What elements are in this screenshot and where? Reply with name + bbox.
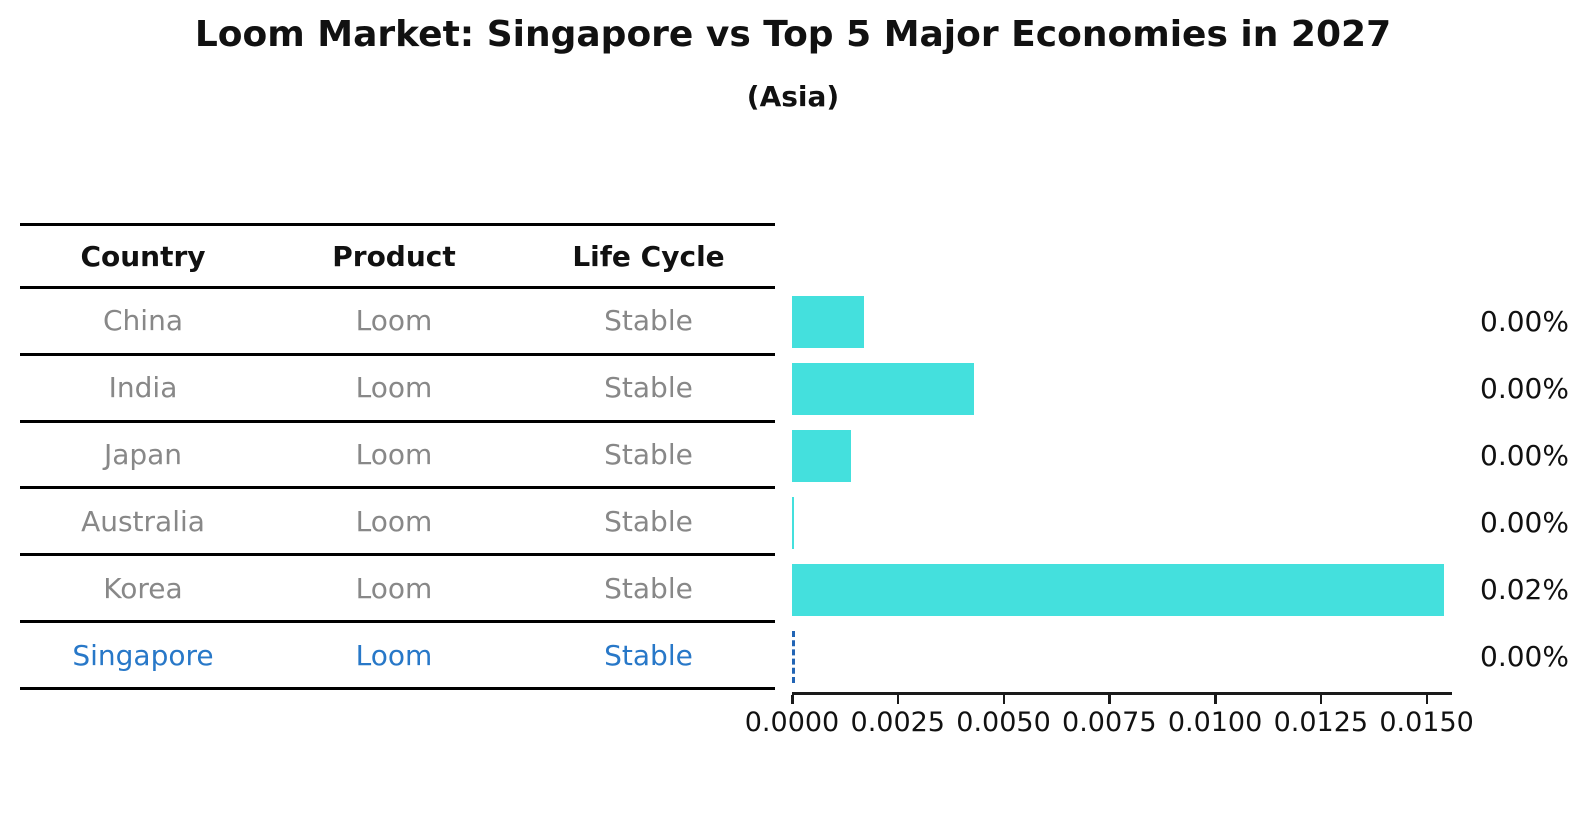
country-cell: Australia — [81, 504, 205, 538]
column-header-life-cycle: Life Cycle — [572, 239, 725, 273]
x-axis-tick — [1214, 695, 1217, 704]
chart-title: Loom Market: Singapore vs Top 5 Major Ec… — [194, 14, 1392, 55]
x-axis-tick-label: 0.0125 — [1273, 707, 1369, 738]
product-cell: Loom — [355, 638, 433, 672]
country-cell: India — [108, 371, 178, 405]
table-row-china: China Loom Stable — [20, 289, 775, 356]
x-axis-tick-label: 0.0100 — [1167, 707, 1263, 738]
table-row-japan: Japan Loom Stable — [20, 423, 775, 490]
life-cycle-cell: Stable — [604, 638, 693, 672]
product-cell: Loom — [355, 571, 433, 605]
product-cell: Loom — [355, 504, 433, 538]
x-axis-tick-label: 0.0025 — [850, 707, 945, 738]
value-label-australia: 0.00% — [1480, 505, 1569, 539]
bar-korea — [792, 563, 1444, 616]
value-label-india: 0.00% — [1480, 372, 1569, 406]
life-cycle-cell: Stable — [604, 571, 693, 605]
country-cell: China — [103, 304, 183, 338]
x-axis-tick-label: 0.0050 — [956, 707, 1051, 738]
x-axis-tick — [1425, 695, 1429, 704]
x-axis-tick — [1319, 695, 1323, 704]
table-row-korea: Korea Loom Stable — [20, 556, 775, 624]
country-cell: Korea — [103, 571, 183, 605]
x-axis-tick-label: 0.0000 — [744, 707, 840, 738]
value-label-korea: 0.02% — [1480, 572, 1569, 606]
life-cycle-cell: Stable — [604, 304, 693, 338]
value-label-china: 0.00% — [1480, 305, 1569, 339]
bar-japan — [792, 430, 852, 483]
x-axis-tick — [1002, 695, 1006, 704]
x-axis-line — [792, 692, 1452, 695]
column-header-product: Product — [332, 239, 456, 273]
value-label-japan: 0.00% — [1480, 439, 1569, 473]
x-axis-tick — [791, 695, 794, 704]
life-cycle-cell: Stable — [604, 371, 693, 405]
x-axis-tick — [896, 695, 900, 704]
table-row-india: India Loom Stable — [20, 356, 775, 423]
bar-australia — [792, 496, 794, 549]
product-cell: Loom — [355, 438, 433, 472]
product-cell: Loom — [355, 304, 433, 338]
x-axis-tick — [1108, 695, 1111, 704]
country-cell: Japan — [103, 438, 183, 472]
bar-singapore-dashed-marker — [792, 630, 795, 683]
x-axis-tick-label: 0.0075 — [1062, 707, 1157, 738]
life-cycle-cell: Stable — [604, 438, 693, 472]
chart-subtitle: (Asia) — [746, 80, 840, 113]
life-cycle-cell: Stable — [604, 504, 693, 538]
table-row-australia: Australia Loom Stable — [20, 489, 775, 557]
x-axis-tick-label: 0.0150 — [1379, 707, 1474, 738]
value-label-singapore: 0.00% — [1480, 639, 1569, 673]
table-row-singapore: Singapore Loom Stable — [20, 623, 775, 690]
bar-india — [792, 363, 974, 416]
country-table: Country Product Life Cycle China Loom St… — [20, 223, 775, 690]
table-header-row: Country Product Life Cycle — [20, 223, 775, 289]
column-header-country: Country — [80, 239, 206, 273]
bar-china — [792, 296, 864, 349]
country-cell: Singapore — [72, 638, 214, 672]
product-cell: Loom — [355, 371, 433, 405]
